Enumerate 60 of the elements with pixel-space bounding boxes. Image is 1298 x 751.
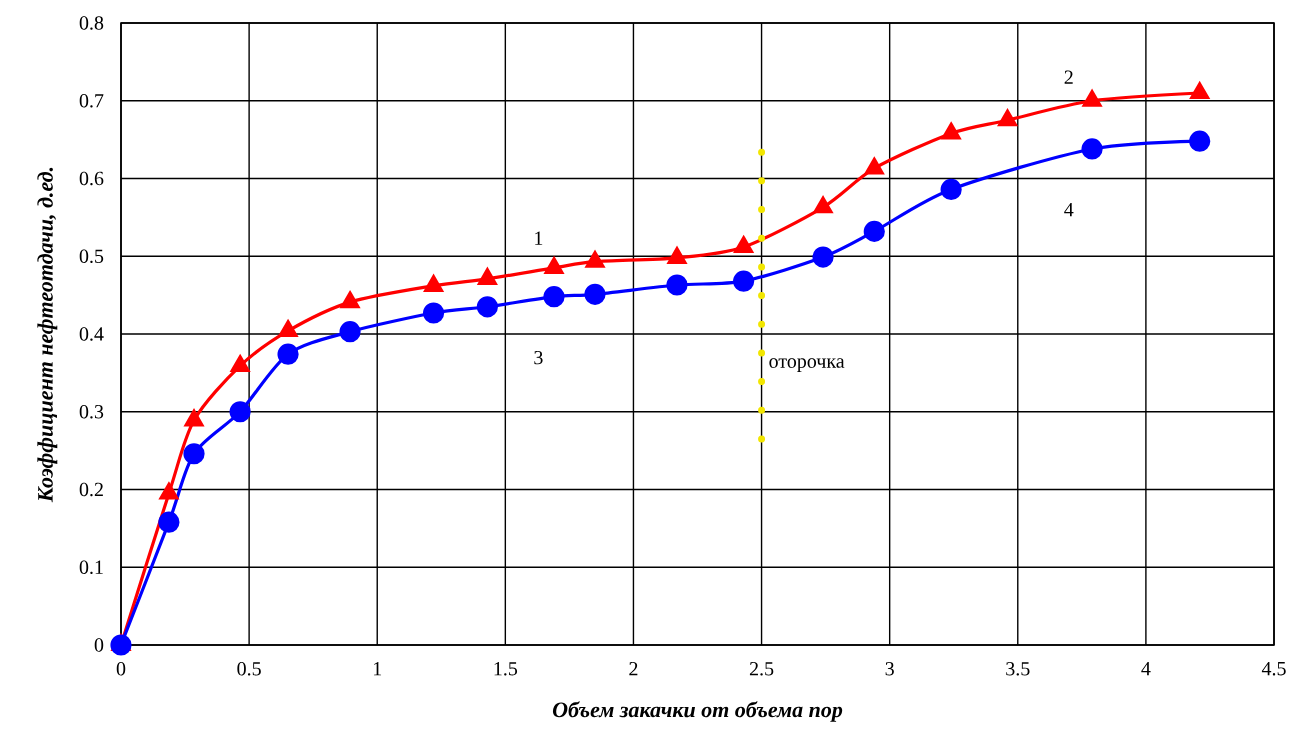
point [340, 291, 360, 309]
x-tick-label: 3.5 [1006, 662, 1030, 676]
y-tick-label: 0.8 [79, 16, 104, 30]
point [184, 409, 204, 427]
point [544, 257, 564, 275]
point [813, 196, 833, 214]
point [812, 246, 834, 268]
point [585, 251, 605, 268]
point [478, 268, 497, 285]
point [666, 274, 688, 296]
annotation: 4 [1064, 203, 1074, 217]
point [183, 443, 205, 465]
point [1081, 138, 1103, 160]
y-tick-label: 0.2 [79, 482, 103, 497]
point [424, 275, 443, 292]
x-tick-label: 1.5 [494, 662, 518, 676]
point [667, 247, 687, 264]
point [277, 343, 299, 365]
annotation: оторочка [769, 358, 845, 372]
y-tick-label: 0.7 [79, 93, 104, 108]
x-tick-label: 4.5 [1261, 662, 1286, 676]
annotation: 1 [535, 231, 543, 245]
y-tick-label: 0.3 [79, 404, 104, 419]
x-tick-label: 2 [629, 662, 638, 676]
point [110, 634, 132, 656]
y-tick-label: 0.1 [79, 560, 103, 575]
point [422, 302, 445, 324]
point [863, 220, 885, 242]
point [339, 321, 361, 343]
point [733, 270, 755, 292]
point [230, 355, 250, 372]
y-axis-title: Коэффициент нефтеотдачи, д.ед. [37, 167, 58, 503]
x-axis-title: Объем закачки от объема пор [552, 701, 843, 722]
y-tick-label: 0.6 [79, 171, 104, 186]
point [864, 157, 884, 175]
point [476, 296, 498, 318]
x-tick-label: 4 [1141, 662, 1151, 676]
point [278, 320, 298, 337]
point [584, 283, 606, 305]
point [1189, 130, 1211, 152]
x-tick-label: 0 [116, 662, 126, 676]
point [159, 482, 179, 500]
point [229, 401, 251, 423]
point [543, 286, 565, 308]
x-tick-label: 2.5 [749, 662, 774, 676]
x-tick-label: 3 [885, 662, 894, 676]
y-tick-label: 0 [94, 638, 104, 652]
point [734, 236, 754, 254]
point [941, 122, 961, 140]
point [998, 109, 1017, 127]
point [1082, 90, 1102, 107]
x-tick-label: 0.5 [237, 662, 261, 676]
y-tick-label: 0.4 [79, 327, 104, 341]
annotation: 3 [534, 350, 543, 365]
point [158, 511, 180, 533]
point [940, 178, 962, 200]
y-tick-label: 0.5 [79, 249, 104, 264]
x-tick-label: 1 [373, 662, 382, 676]
annotation: 2 [1064, 70, 1073, 84]
point [1190, 82, 1210, 100]
